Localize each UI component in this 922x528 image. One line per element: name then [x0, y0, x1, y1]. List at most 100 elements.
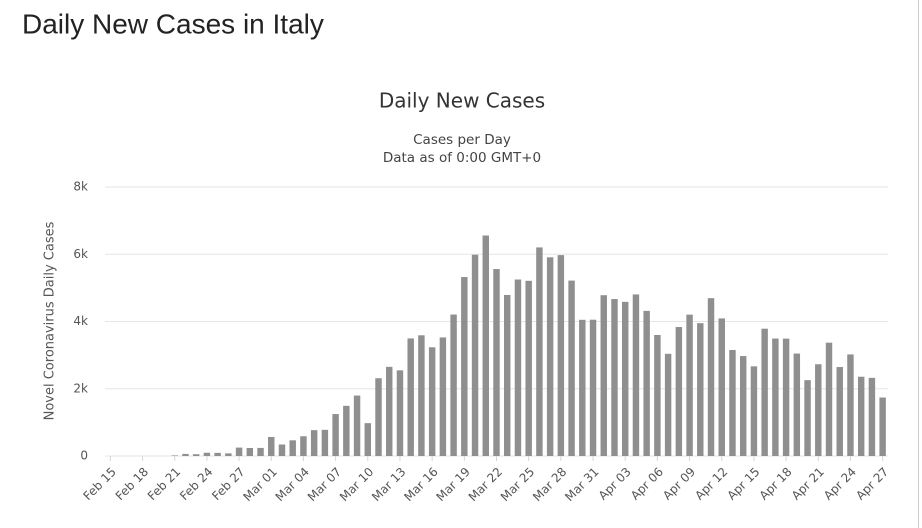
bar: [557, 255, 565, 456]
bar: [815, 364, 822, 456]
bar: [300, 436, 307, 456]
y-axis-label: Novel Coronavirus Daily Cases: [43, 221, 58, 420]
bar: [525, 280, 532, 456]
x-tick-label: Feb 27: [209, 465, 247, 503]
bar: [825, 342, 833, 456]
x-tick-label: Apr 03: [596, 465, 634, 503]
bar: [246, 447, 254, 456]
bar: [536, 247, 543, 456]
bar: [386, 366, 393, 456]
x-tick-label: Mar 10: [337, 465, 376, 504]
x-tick-label: Feb 15: [81, 465, 119, 503]
bar: [461, 277, 468, 456]
x-tick-label: Apr 24: [821, 465, 859, 503]
bar: [782, 338, 790, 456]
bar: [482, 235, 489, 456]
bar: [428, 347, 436, 456]
bar: [697, 323, 704, 456]
x-tick-label: Apr 09: [660, 465, 698, 503]
bar: [847, 354, 854, 456]
chart-subtitle: Cases per Day: [413, 132, 511, 148]
x-tick-label: Mar 28: [530, 465, 569, 504]
bar: [718, 318, 725, 456]
bar: [686, 314, 693, 456]
bar: [750, 366, 758, 456]
bar: [225, 453, 232, 456]
bar: [396, 370, 404, 456]
bar: [332, 414, 339, 456]
page-title: Daily New Cases in Italy: [22, 8, 324, 39]
bar: [857, 376, 865, 456]
bar: [182, 453, 189, 456]
x-tick-label: Mar 19: [434, 465, 473, 504]
bar: [310, 430, 318, 456]
bar: [235, 447, 243, 456]
bar: [729, 349, 736, 456]
bar: [879, 397, 886, 456]
x-tick-label: Mar 25: [498, 465, 537, 504]
bar: [739, 356, 747, 456]
bar: [611, 299, 618, 456]
bar: [621, 301, 629, 456]
x-tick-label: Apr 27: [853, 465, 891, 503]
chart-title: Daily New Cases: [379, 89, 545, 113]
x-tick-label: Mar 31: [562, 465, 601, 504]
chart-subtitle: Data as of 0:00 GMT+0: [383, 150, 541, 166]
y-tick-label: 2k: [73, 381, 88, 395]
x-tick-label: Feb 21: [145, 465, 183, 503]
bar: [664, 353, 672, 456]
x-tick-label: Apr 18: [757, 465, 795, 503]
bar: [804, 380, 811, 456]
bar: [214, 452, 221, 456]
x-tick-label: Mar 07: [305, 465, 344, 504]
x-tick-label: Mar 04: [273, 465, 312, 504]
x-tick-label: Apr 21: [789, 465, 827, 503]
bar: [546, 257, 554, 456]
bar: [589, 319, 597, 456]
bar: [643, 310, 650, 456]
x-tick-label: Apr 12: [692, 465, 730, 503]
bar: [439, 337, 447, 456]
x-tick-label: Mar 01: [240, 465, 279, 504]
y-tick-label: 4k: [73, 314, 88, 328]
bar: [278, 444, 286, 456]
x-tick-label: Mar 22: [466, 465, 505, 504]
bar: [675, 327, 683, 456]
bar: [375, 378, 382, 456]
bar: [836, 367, 843, 456]
bar: [600, 295, 607, 456]
bar: [504, 294, 511, 456]
x-tick-label: Mar 16: [401, 465, 440, 504]
bar: [192, 454, 200, 456]
bar: [579, 319, 586, 456]
bar: [171, 455, 178, 456]
bar: [364, 423, 372, 456]
bar: [471, 254, 479, 456]
x-tick-label: Mar 13: [369, 465, 408, 504]
bar: [514, 279, 522, 456]
bar: [289, 440, 296, 456]
bar: [793, 353, 801, 456]
bar: [654, 334, 661, 456]
x-tick-label: Apr 15: [724, 465, 762, 503]
bar: [493, 269, 500, 456]
y-tick-label: 0: [80, 449, 88, 463]
bar: [772, 338, 779, 456]
bar: [707, 298, 715, 456]
y-tick-label: 6k: [73, 247, 88, 261]
bar: [321, 429, 329, 456]
bar: [761, 328, 768, 456]
bar: [268, 436, 275, 456]
x-tick-label: Apr 06: [628, 465, 666, 503]
bar: [203, 452, 211, 456]
y-tick-label: 8k: [73, 180, 88, 194]
x-tick-label: Feb 18: [113, 465, 151, 503]
bar: [257, 447, 264, 456]
bar: [450, 314, 457, 456]
bar: [632, 294, 640, 456]
bar: [868, 377, 876, 456]
bar: [353, 395, 361, 456]
bar: [418, 335, 425, 456]
bar: [568, 280, 575, 456]
